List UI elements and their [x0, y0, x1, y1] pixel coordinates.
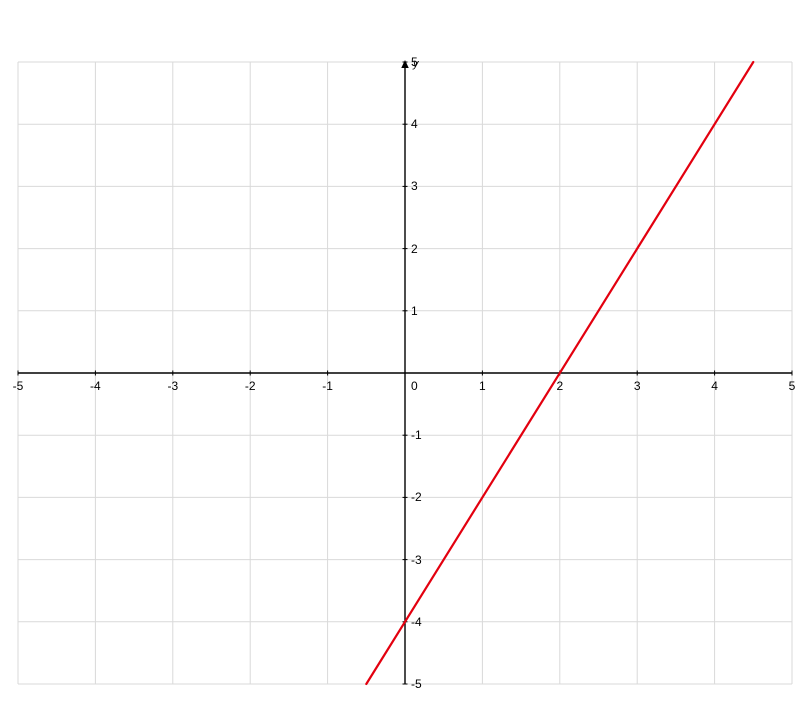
x-tick-label: 5	[789, 379, 796, 393]
line-chart: 012345-5-4-3-2-112345-5-4-3-2-1y	[0, 0, 800, 722]
y-tick-label: -4	[411, 615, 422, 629]
y-tick-label: -3	[411, 553, 422, 567]
y-tick-label: 3	[411, 179, 418, 193]
y-tick-label: -2	[411, 490, 422, 504]
chart-svg	[0, 0, 800, 722]
x-tick-label: 2	[556, 379, 563, 393]
y-tick-label: -1	[411, 428, 422, 442]
x-tick-label: -1	[322, 379, 333, 393]
x-tick-label: -2	[245, 379, 256, 393]
y-axis-label: y	[413, 58, 419, 70]
x-tick-label: 3	[634, 379, 641, 393]
x-tick-label: -5	[13, 379, 24, 393]
y-tick-label: 2	[411, 242, 418, 256]
y-tick-label: 1	[411, 304, 418, 318]
y-tick-label: 4	[411, 117, 418, 131]
x-tick-label: -3	[167, 379, 178, 393]
x-tick-label: -4	[90, 379, 101, 393]
x-tick-label: 1	[479, 379, 486, 393]
x-tick-label: 4	[711, 379, 718, 393]
x-tick-label: 0	[411, 379, 418, 393]
y-tick-label: -5	[411, 677, 422, 691]
